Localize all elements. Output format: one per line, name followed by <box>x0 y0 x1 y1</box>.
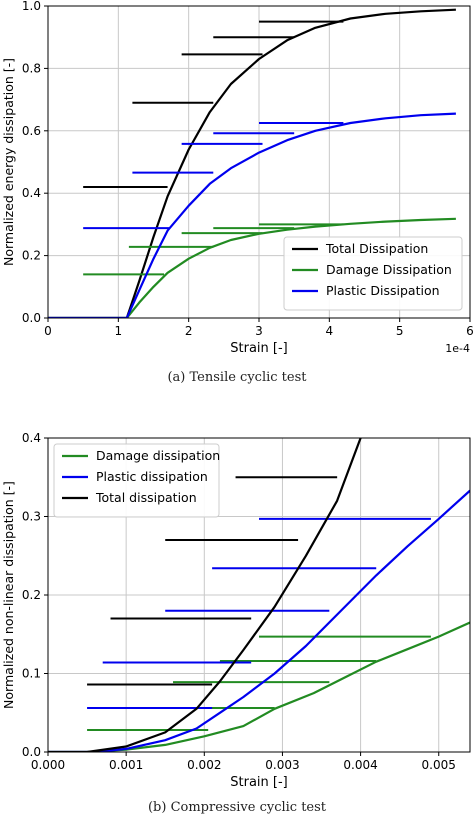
y-tick-label: 0.0 <box>22 745 41 759</box>
y-tick-label: 0.6 <box>22 124 41 138</box>
y-tick-label: 0.3 <box>22 510 41 524</box>
series-total-dissipation <box>48 8 456 318</box>
series-line <box>48 621 470 752</box>
series-total-dissipation <box>48 438 362 752</box>
x-axis-label: Strain [-] <box>230 341 287 356</box>
x-tick-label: 6 <box>466 324 474 338</box>
y-axis-label: Normalized energy dissipation [-] <box>1 58 16 266</box>
series-plastic-dissipation <box>48 489 470 752</box>
x-axis-label: Strain [-] <box>230 775 287 790</box>
legend-label: Plastic Dissipation <box>326 283 440 298</box>
x-tick-label: 0.001 <box>109 758 143 772</box>
legend-label: Damage Dissipation <box>326 262 452 277</box>
legend: Total Dissipation Damage Dissipation Plast… <box>283 236 463 311</box>
y-tick-label: 0.0 <box>22 311 41 325</box>
y-tick-label: 0.2 <box>22 588 41 602</box>
x-tick-label: 1 <box>115 324 123 338</box>
plot-frame <box>47 5 471 319</box>
series-line <box>48 438 362 752</box>
x-tick-label: 0.004 <box>343 758 377 772</box>
y-tick-label: 0.8 <box>22 61 41 75</box>
plot-frame <box>47 437 471 753</box>
plot-area <box>48 438 470 752</box>
legend-box <box>53 443 220 518</box>
caption-b: (b) Compressive cyclic test <box>147 800 327 815</box>
series-plastic-dissipation <box>48 112 456 318</box>
x-tick-label: 0 <box>44 324 52 338</box>
series-line <box>48 489 470 752</box>
y-tick-label: 0.4 <box>22 431 41 445</box>
series-damage-dissipation <box>48 621 470 752</box>
x-tick-label: 0.005 <box>422 758 456 772</box>
legend-box <box>283 236 463 311</box>
y-tick-label: 1.0 <box>22 0 41 13</box>
series-line <box>48 217 456 318</box>
legend-label: Total dissipation <box>95 490 197 505</box>
legend-label: Plastic dissipation <box>96 469 208 484</box>
y-tick-label: 0.4 <box>22 186 41 200</box>
series-line <box>48 8 456 318</box>
y-tick-label: 0.1 <box>22 667 41 681</box>
y-axis-label: Normalized non-linear dissipation [-] <box>1 481 16 709</box>
legend: Damage dissipation Plastic dissipation Tot… <box>53 443 220 518</box>
caption-a: (a) Tensile cyclic test <box>167 370 307 385</box>
chart-a: 0 1 2 3 4 5 6 0.0 0.2 0.4 0.6 0.8 1.0 Strain [-] Norma… <box>1 0 474 356</box>
x-offset-label: 1e-4 <box>445 342 470 355</box>
series-line <box>48 112 456 318</box>
x-tick-label: 0.002 <box>187 758 221 772</box>
x-tick-label: 0.000 <box>31 758 65 772</box>
plot-area <box>48 8 456 318</box>
x-tick-label: 3 <box>255 324 263 338</box>
y-tick-label: 0.2 <box>22 249 41 263</box>
x-tick-label: 2 <box>185 324 193 338</box>
x-tick-label: 5 <box>396 324 404 338</box>
x-tick-label: 0.003 <box>265 758 299 772</box>
series-damage-dissipation <box>48 217 456 318</box>
chart-b: 0.000 0.001 0.002 0.003 0.004 0.005 0.0 0.1 0.2 0… <box>1 431 471 790</box>
legend-label: Total Dissipation <box>325 241 428 256</box>
legend-label: Damage dissipation <box>96 448 220 463</box>
x-tick-label: 4 <box>326 324 334 338</box>
